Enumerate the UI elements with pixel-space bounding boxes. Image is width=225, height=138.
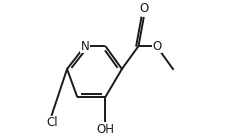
Text: O: O	[152, 39, 161, 53]
Text: N: N	[80, 39, 89, 53]
Text: OH: OH	[96, 123, 114, 136]
Text: O: O	[138, 2, 148, 15]
Text: Cl: Cl	[46, 116, 57, 129]
